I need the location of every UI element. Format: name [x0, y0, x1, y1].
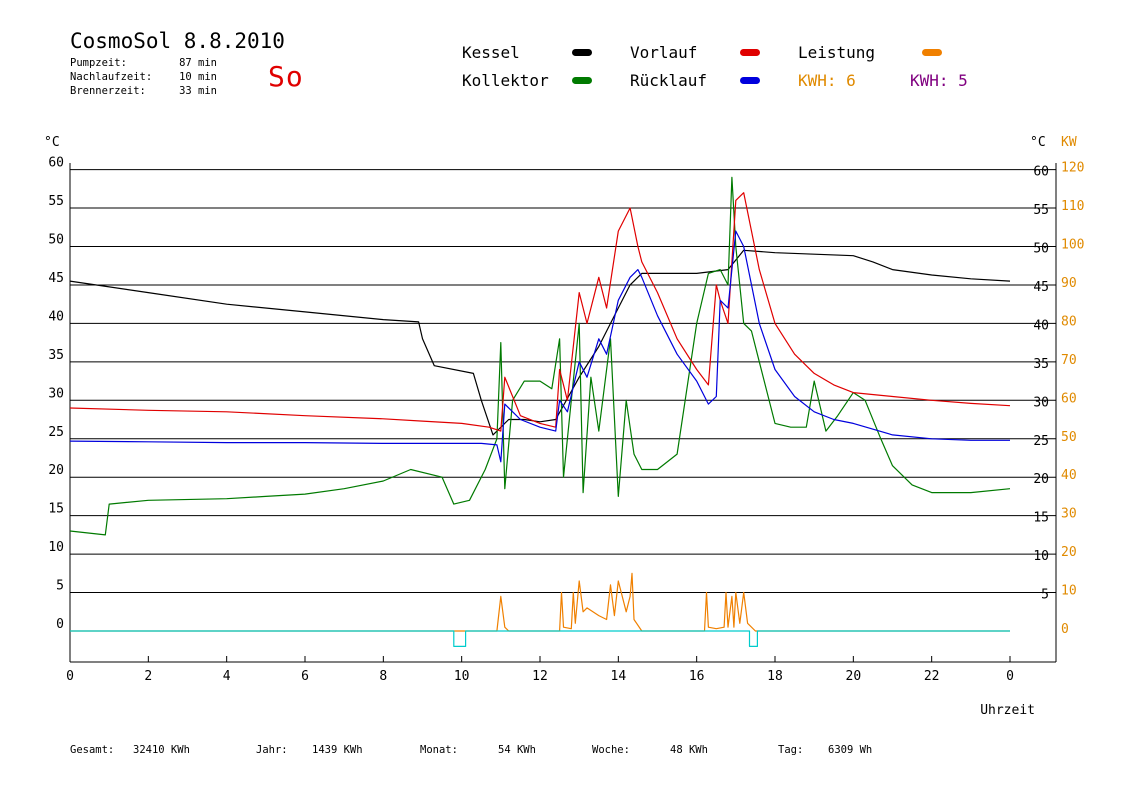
y-right-kw-tick-label: 30 — [1061, 507, 1077, 522]
y-left-tick-label: 15 — [48, 502, 64, 517]
y-right-c-tick-label: 25 — [1033, 434, 1049, 449]
y-right-kw-tick-label: 120 — [1061, 161, 1084, 176]
legend-ruecklauf-swatch — [740, 77, 760, 84]
y-left-tick-label: 60 — [48, 156, 64, 171]
y-right-kw-tick-label: 20 — [1061, 545, 1077, 560]
series-kessel-line — [69, 249, 1011, 436]
series-r-cklauf-line — [69, 230, 1010, 463]
footer-tag-label: Tag: — [778, 744, 804, 756]
legend-vorlauf-swatch — [740, 49, 760, 56]
weekday-label: So — [268, 60, 304, 93]
y-right-kw-tick-label: 110 — [1061, 199, 1084, 214]
y-right-kw-tick-label: 10 — [1061, 584, 1077, 599]
y-right-kw-tick-label: 90 — [1061, 276, 1077, 291]
chart-title: CosmoSol 8.8.2010 — [70, 29, 285, 53]
y-left-unit: °C — [44, 135, 60, 150]
y-left-tick-label: 40 — [48, 309, 64, 324]
footer-monat-label: Monat: — [420, 744, 458, 756]
x-tick-label: 0 — [66, 669, 74, 684]
y-right-c-tick-label: 20 — [1033, 472, 1049, 487]
series-kollektor-line — [69, 176, 1011, 536]
legend-kollektor-swatch — [572, 77, 592, 84]
legend-kwh-orange: KWH: 6 — [798, 71, 856, 90]
y-left-tick-label: 45 — [48, 271, 64, 286]
x-tick-label: 12 — [532, 669, 548, 684]
x-tick-label: 10 — [454, 669, 470, 684]
footer-gesamt-label: Gesamt: — [70, 744, 115, 756]
x-tick-label: 18 — [767, 669, 783, 684]
y-right-unit-kw: KW — [1061, 135, 1077, 150]
footer-jahr-label: Jahr: — [256, 744, 288, 756]
stat-label-pump: Pumpzeit: — [70, 57, 127, 69]
y-right-kw-tick-label: 80 — [1061, 314, 1077, 329]
stat-label-brenner: Brennerzeit: — [70, 85, 146, 97]
y-right-kw-tick-label: 40 — [1061, 468, 1077, 483]
legend-leistung-label: Leistung — [798, 43, 876, 62]
legend-kessel-swatch — [572, 49, 592, 56]
stat-value-pump: 87 min — [179, 57, 217, 69]
y-right-c-tick-label: 40 — [1033, 318, 1049, 333]
y-left-tick-label: 5 — [56, 579, 64, 594]
footer-jahr-value: 1439 KWh — [312, 744, 363, 756]
x-axis-title: Uhrzeit — [980, 703, 1035, 718]
stat-label-nachlauf: Nachlaufzeit: — [70, 71, 153, 83]
y-right-kw-tick-label: 0 — [1061, 622, 1069, 637]
y-right-c-tick-label: 35 — [1033, 357, 1049, 372]
y-right-c-tick-label: 30 — [1033, 395, 1049, 410]
stat-value-brenner: 33 min — [179, 85, 217, 97]
legend-kollektor-label: Kollektor — [462, 71, 549, 90]
stat-value-nachlauf: 10 min — [179, 71, 217, 83]
y-right-unit-c: °C — [1030, 135, 1046, 150]
series-leistung-line — [70, 572, 1010, 632]
legend-kessel-label: Kessel — [462, 43, 520, 62]
footer-gesamt-value: 32410 KWh — [133, 744, 190, 756]
y-right-kw-tick-label: 60 — [1061, 391, 1077, 406]
y-right-c-tick-label: 50 — [1033, 242, 1049, 257]
x-tick-label: 6 — [301, 669, 309, 684]
series-pumpe-line — [70, 630, 1010, 648]
x-tick-label: 4 — [223, 669, 231, 684]
x-tick-label: 2 — [144, 669, 152, 684]
legend-ruecklauf-label: Rücklauf — [630, 71, 708, 90]
y-left-tick-label: 10 — [48, 540, 64, 555]
legend-leistung-swatch — [922, 49, 942, 56]
footer-woche-label: Woche: — [592, 744, 630, 756]
x-tick-label: 0 — [1006, 669, 1014, 684]
footer-tag-value: 6309 Wh — [828, 744, 873, 756]
legend-kwh-purple: KWH: 5 — [910, 71, 968, 90]
series-vorlauf-line — [69, 192, 1011, 432]
y-left-tick-label: 25 — [48, 425, 64, 440]
y-left-tick-label: 0 — [56, 617, 64, 632]
y-right-c-tick-label: 45 — [1033, 280, 1049, 295]
y-right-kw-tick-label: 50 — [1061, 430, 1077, 445]
x-tick-label: 22 — [924, 669, 940, 684]
x-tick-label: 20 — [846, 669, 862, 684]
y-right-kw-tick-label: 100 — [1061, 238, 1084, 253]
y-left-tick-label: 55 — [48, 194, 64, 209]
y-right-c-tick-label: 55 — [1033, 203, 1049, 218]
y-left-tick-label: 30 — [48, 386, 64, 401]
legend-vorlauf-label: Vorlauf — [630, 43, 698, 62]
y-right-c-tick-label: 10 — [1033, 549, 1049, 564]
y-left-tick-label: 50 — [48, 233, 64, 248]
y-left-tick-label: 20 — [48, 463, 64, 478]
y-right-c-tick-label: 5 — [1041, 588, 1049, 603]
y-left-tick-label: 35 — [48, 348, 64, 363]
footer-monat-value: 54 KWh — [498, 744, 536, 756]
y-right-c-tick-label: 15 — [1033, 511, 1049, 526]
x-tick-label: 16 — [689, 669, 705, 684]
footer-woche-value: 48 KWh — [670, 744, 708, 756]
x-tick-label: 14 — [611, 669, 627, 684]
x-tick-label: 8 — [379, 669, 387, 684]
y-right-kw-tick-label: 70 — [1061, 353, 1077, 368]
y-right-c-tick-label: 60 — [1033, 165, 1049, 180]
